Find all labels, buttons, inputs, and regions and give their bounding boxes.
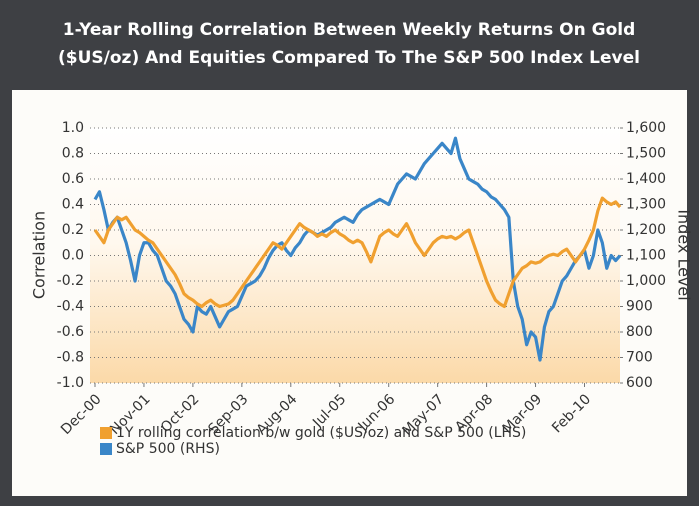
y-tick-label: 0.8: [62, 146, 84, 162]
y-tick-label: -1.0: [57, 375, 84, 391]
y-tick-label: 0.2: [62, 222, 84, 238]
y2-tick-label: 1,400: [626, 171, 666, 187]
y-axis-label: Correlation: [30, 211, 49, 299]
y-tick-label: -0.4: [57, 299, 84, 315]
chart-subtitle: ($US/oz) And Equities Compared To The S&…: [58, 48, 640, 68]
y-tick-label: -0.2: [57, 273, 84, 289]
legend-label: S&P 500 (RHS): [116, 441, 220, 457]
legend-label: 1Y rolling correlation b/w gold ($US/oz)…: [116, 425, 526, 441]
y2-tick-label: 800: [626, 324, 653, 340]
y-tick-label: 1.0: [62, 120, 84, 136]
y-tick-label: 0.6: [62, 171, 84, 187]
chart-title: 1-Year Rolling Correlation Between Weekl…: [63, 20, 636, 40]
y2-tick-label: 1,500: [626, 146, 666, 162]
legend-swatch: [100, 427, 112, 439]
y2-axis-label: Index Level: [675, 209, 694, 300]
series-line: [93, 136, 622, 362]
y2-tick-label: 1,100: [626, 248, 666, 264]
y2-tick-label: 1,300: [626, 197, 666, 213]
y-tick-label: 0.4: [62, 197, 84, 213]
y2-tick-label: 1,600: [626, 120, 666, 136]
y2-tick-label: 900: [626, 299, 653, 315]
legend-swatch: [100, 443, 112, 455]
y-tick-label: 0.0: [62, 248, 84, 264]
y2-tick-label: 1,200: [626, 222, 666, 238]
y-tick-label: -0.8: [57, 350, 84, 366]
y2-tick-label: 700: [626, 350, 653, 366]
y-tick-label: -0.6: [57, 324, 84, 340]
y2-tick-label: 1,000: [626, 273, 666, 289]
series-line: [93, 196, 622, 309]
y2-tick-label: 600: [626, 375, 653, 391]
